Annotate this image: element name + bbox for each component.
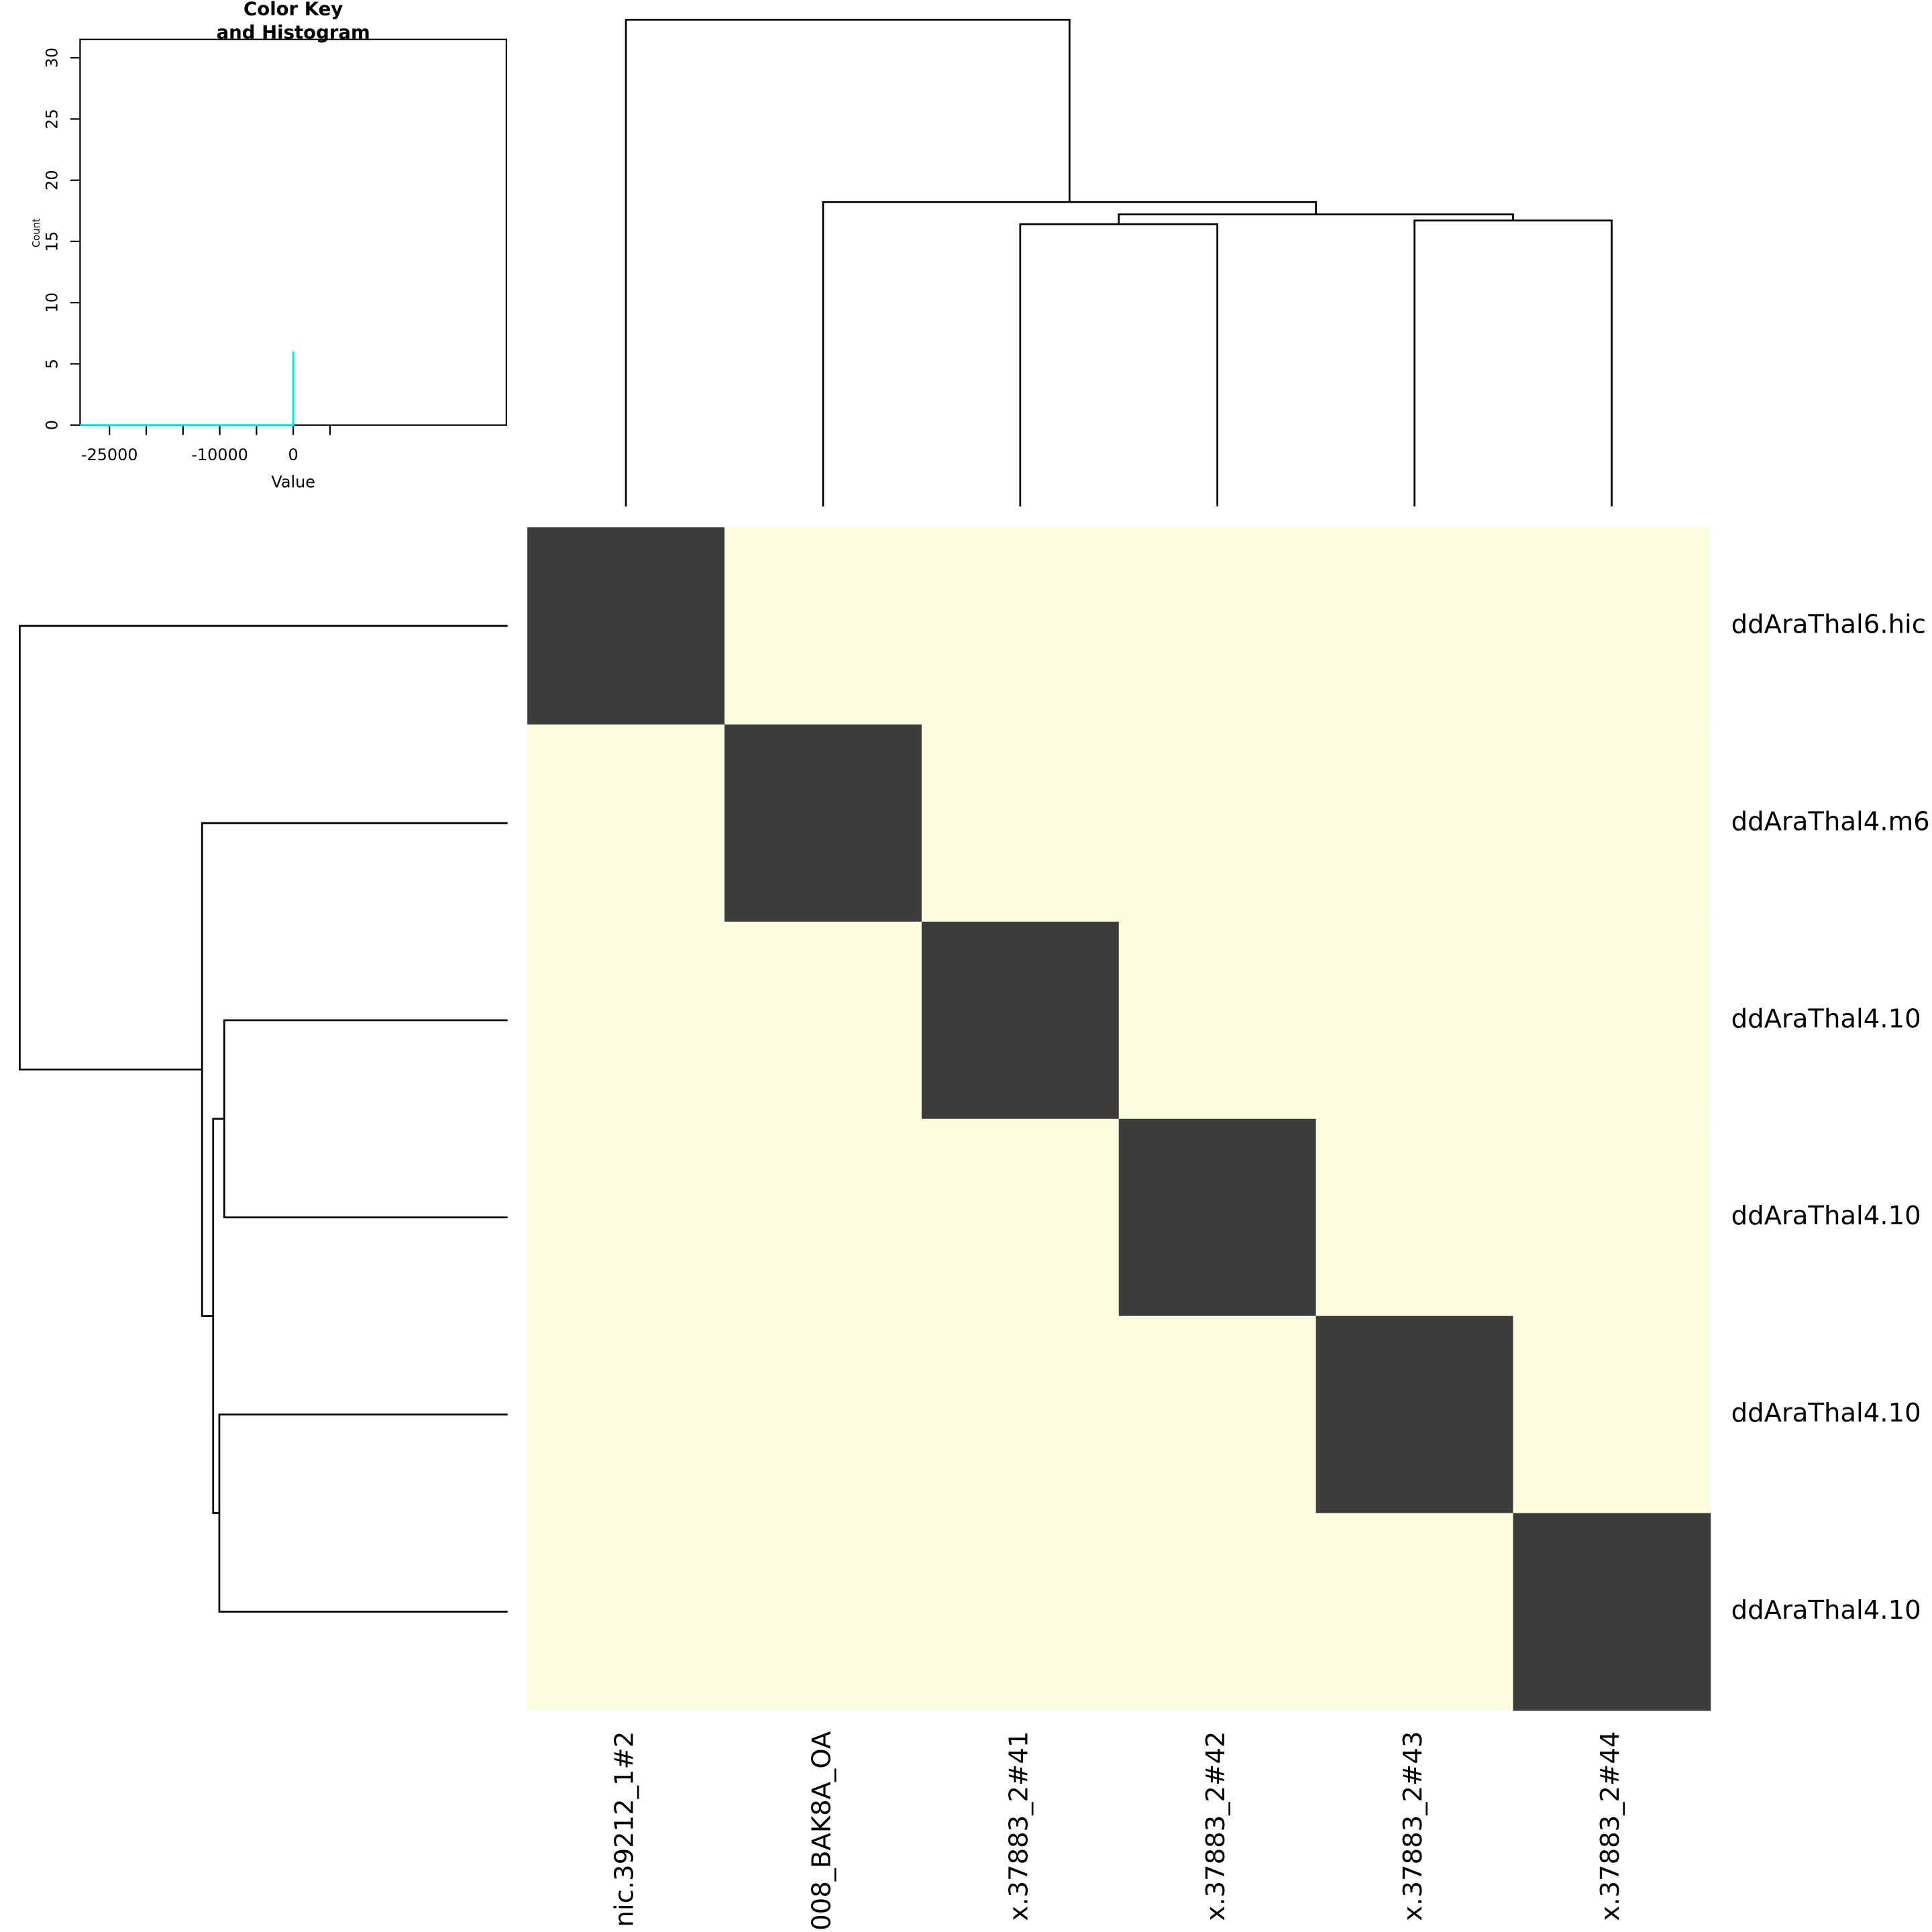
column-label: nic.39212_1#2 xyxy=(610,1731,640,1927)
heatmap-cell xyxy=(527,1513,725,1711)
x-tick-label: -10000 xyxy=(191,445,248,464)
heatmap-cell xyxy=(1316,921,1514,1120)
heatmap-cell xyxy=(921,1513,1120,1711)
key-x-label: Value xyxy=(271,473,315,492)
heatmap-cell xyxy=(921,1118,1120,1317)
heatmap-cell xyxy=(1316,1316,1514,1514)
row-label: ddAraThal4.10 xyxy=(1731,1595,1921,1625)
key-title: Color Key and Histogram xyxy=(217,0,370,44)
row-label: ddAraThal4.m6 xyxy=(1731,806,1930,837)
heatmap-cell xyxy=(1118,1118,1317,1317)
heatmap-cell xyxy=(724,1316,922,1514)
heatmap-cell xyxy=(1316,1513,1514,1711)
heatmap-cell xyxy=(921,527,1120,725)
heatmap-cell xyxy=(1118,724,1317,922)
heatmap-cell xyxy=(724,1118,922,1317)
y-tick-label: 10 xyxy=(42,292,61,313)
heatmap-cell xyxy=(1316,527,1514,725)
y-tick-label: 5 xyxy=(42,359,61,369)
heatmap-cell xyxy=(724,724,922,922)
heatmap-cell xyxy=(724,921,922,1120)
heatmap-cell xyxy=(1513,1513,1711,1711)
column-label: x.37883_2#42 xyxy=(1201,1731,1231,1921)
x-tick-label: -25000 xyxy=(81,445,138,464)
heatmap-cell xyxy=(1513,1118,1711,1317)
heatmap-cell xyxy=(527,724,725,922)
y-tick-label: 30 xyxy=(42,48,61,68)
heatmap-cell xyxy=(1118,1316,1317,1514)
histogram-line xyxy=(80,352,294,427)
heatmap-cell xyxy=(1513,1316,1711,1514)
heatmap-cell xyxy=(1118,1513,1317,1711)
heatmap-cell xyxy=(527,1316,725,1514)
column-label: x.37883_2#41 xyxy=(1004,1731,1034,1921)
y-tick-label: 15 xyxy=(42,231,61,252)
row-label: ddAraThal4.10 xyxy=(1731,1201,1921,1231)
heatmap-cell xyxy=(1513,921,1711,1120)
y-tick-label: 20 xyxy=(42,170,61,190)
heatmap-cell xyxy=(921,921,1120,1120)
row-label: ddAraThal6.hic xyxy=(1731,610,1926,640)
heatmap-cell xyxy=(1316,724,1514,922)
heatmap-cell xyxy=(527,1118,725,1317)
key-y-label: Count xyxy=(31,218,42,248)
row-label: ddAraThal4.10 xyxy=(1731,1004,1921,1034)
heatmap-cell xyxy=(921,724,1120,922)
row-label: ddAraThal4.10 xyxy=(1731,1398,1921,1428)
column-label: x.37883_2#43 xyxy=(1398,1731,1428,1921)
heatmap-cell xyxy=(1513,527,1711,725)
heatmap-cell xyxy=(1118,921,1317,1120)
heatmap-cell xyxy=(724,527,922,725)
column-label: 008_BAK8A_OA xyxy=(806,1731,837,1931)
column-label: x.37883_2#44 xyxy=(1595,1731,1625,1921)
heatmap-cell xyxy=(1513,724,1711,922)
heatmap-cell xyxy=(921,1316,1120,1514)
y-tick-label: 0 xyxy=(42,420,61,430)
row-dendrogram xyxy=(19,625,508,1613)
x-tick-label: 0 xyxy=(288,445,299,464)
heatmap-cell xyxy=(1316,1118,1514,1317)
heatmap-cell xyxy=(527,527,725,725)
heatmap-cell xyxy=(527,921,725,1120)
heatmap-cell xyxy=(724,1513,922,1711)
column-dendrogram xyxy=(625,19,1613,506)
y-tick-label: 25 xyxy=(42,109,61,129)
heatmap-cell xyxy=(1118,527,1317,725)
